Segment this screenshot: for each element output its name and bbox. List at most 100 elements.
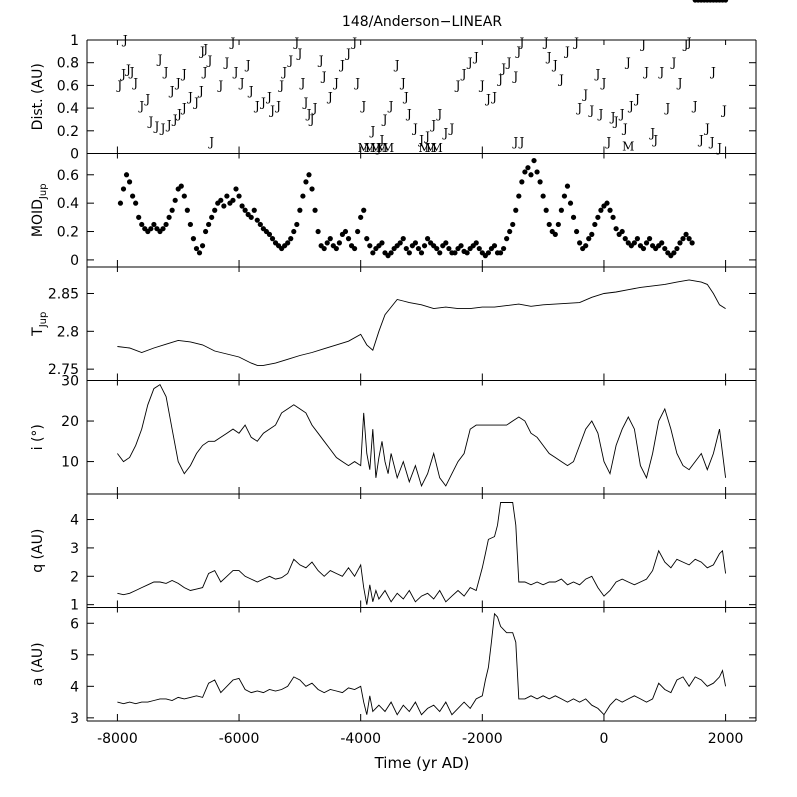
encounter-marker: J	[511, 69, 518, 83]
encounter-marker: J	[651, 133, 658, 147]
encounter-marker: M	[364, 141, 376, 155]
encounter-marker: M	[622, 140, 634, 154]
encounter-marker: J	[153, 119, 160, 133]
panel-inclination: 10 20 30 i (°)	[30, 374, 757, 495]
encounter-marker: M	[370, 141, 382, 155]
encounter-marker: J	[517, 135, 524, 149]
moid-point	[266, 231, 273, 237]
panel-tisserand: 2.75 2.8 2.85 TJup	[30, 267, 757, 381]
encounter-marker: J	[332, 76, 339, 90]
moid-point	[595, 214, 601, 220]
y-tick-label: 30	[61, 374, 79, 390]
encounter-marker: J	[378, 133, 385, 147]
moid-point	[546, 221, 552, 228]
encounter-marker: J	[162, 65, 169, 79]
moid-point	[662, 245, 668, 252]
encounter-marker: J	[277, 78, 284, 92]
encounter-marker: J	[676, 76, 683, 90]
moid-point	[415, 245, 422, 252]
y-tick-label: 0.6	[57, 78, 79, 94]
y-tick-label: 4	[70, 513, 79, 529]
encounter-marker: J	[600, 76, 607, 90]
moid-point	[117, 200, 124, 206]
moid-point	[412, 240, 419, 246]
moid-point	[537, 179, 543, 185]
moid-point	[364, 236, 370, 242]
moid-point	[333, 245, 339, 252]
x-tick-label: -6000	[219, 731, 260, 747]
encounter-marker: J	[685, 35, 692, 49]
encounter-marker: J	[557, 73, 564, 87]
y-tick-label: 2.75	[48, 362, 79, 378]
encounter-marker: J	[484, 92, 491, 106]
encounter-marker: J	[338, 58, 345, 72]
encounter-marker: J	[448, 122, 455, 136]
encounter-marker: J	[192, 95, 199, 109]
moid-point	[458, 243, 464, 249]
moid-point	[123, 172, 130, 178]
moid-point	[361, 207, 367, 213]
moid-point	[233, 186, 239, 192]
encounter-marker: J	[124, 63, 131, 77]
encounter-marker: J	[691, 99, 698, 113]
moid-point	[397, 240, 403, 246]
encounter-marker: J	[511, 135, 518, 149]
moid-point	[388, 250, 394, 256]
encounter-marker: J	[609, 110, 616, 124]
encounter-marker: J	[137, 99, 144, 113]
encounter-marker: M	[424, 141, 436, 155]
moid-point	[178, 183, 184, 189]
moid-point	[659, 240, 665, 246]
moid-point	[531, 157, 537, 164]
encounter-marker: J	[423, 129, 430, 143]
moid-point	[522, 169, 528, 175]
encounter-marker: J	[551, 58, 558, 72]
encounter-marker: J	[121, 33, 128, 47]
moid-point	[269, 236, 276, 242]
moid-point	[534, 169, 540, 175]
encounter-marker: M	[358, 141, 370, 155]
y-tick-label: 4	[70, 679, 79, 695]
moid-point	[570, 214, 577, 220]
encounter-marker: J	[703, 122, 710, 136]
moid-point	[230, 197, 236, 203]
moid-point	[403, 245, 409, 252]
moid-point	[199, 243, 206, 249]
moid-point	[598, 207, 604, 213]
moid-point	[254, 217, 260, 223]
encounter-marker: J	[612, 115, 619, 129]
moid-point	[251, 207, 257, 213]
encounter-marker: J	[669, 56, 676, 70]
moid-point	[607, 207, 613, 213]
encounter-marker: J	[472, 50, 479, 64]
moid-point	[206, 221, 212, 228]
moid-point	[476, 245, 482, 252]
encounter-marker: J	[119, 67, 126, 81]
moid-point	[683, 231, 689, 237]
y-tick-label: 0.2	[57, 124, 79, 140]
moid-point	[196, 250, 203, 256]
moid-point	[190, 236, 197, 242]
moid-point	[604, 200, 610, 206]
moid-point	[306, 172, 312, 178]
moid-point	[224, 193, 230, 199]
y-tick-label: 0	[70, 147, 79, 163]
moid-point	[504, 236, 510, 242]
encounter-marker: J	[244, 58, 251, 72]
moid-point	[324, 240, 330, 246]
encounter-marker: M	[376, 141, 388, 155]
encounter-marker: M	[418, 141, 430, 155]
encounter-marker: J	[286, 53, 293, 67]
moid-point	[193, 245, 200, 252]
y-axis-label: Dist. (AU)	[30, 63, 46, 130]
encounter-marker: J	[621, 122, 628, 136]
moid-point	[291, 228, 297, 235]
y-tick-label: 0.4	[57, 101, 79, 117]
moid-point	[352, 245, 358, 252]
encounter-marker: J	[207, 135, 214, 149]
encounter-marker: J	[180, 67, 187, 81]
encounter-marker: J	[505, 56, 512, 70]
encounter-marker: J	[295, 47, 302, 61]
moid-point	[257, 221, 263, 228]
